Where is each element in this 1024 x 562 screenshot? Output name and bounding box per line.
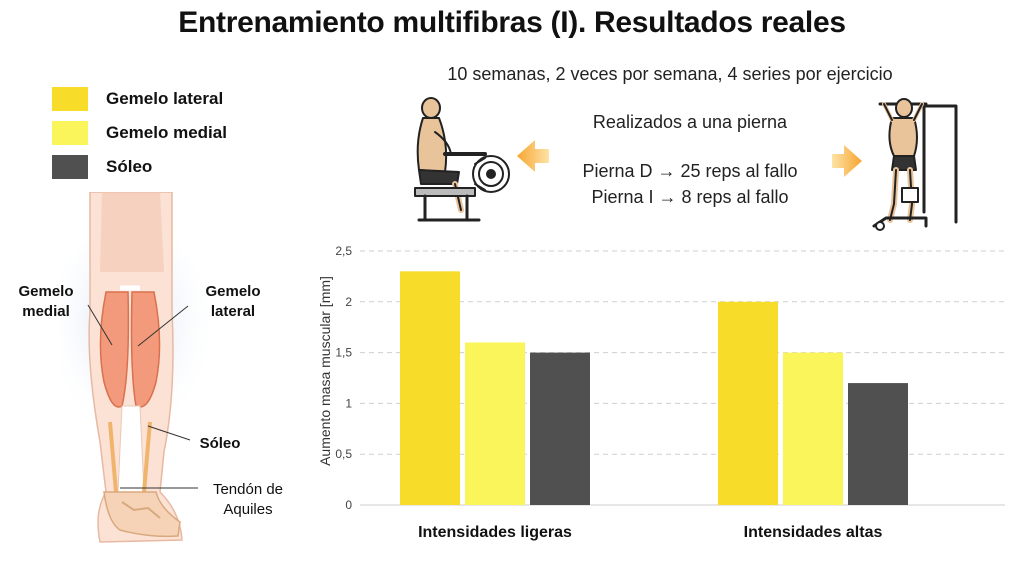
legend-label: Gemelo medial — [106, 123, 227, 142]
label-gemelo-medial: Gemelo medial — [18, 283, 74, 320]
y-tick-label: 2 — [345, 295, 352, 309]
y-tick-label: 0,5 — [335, 447, 352, 461]
legend-label: Gemelo lateral — [106, 89, 224, 108]
protocol-line-1: Realizados a una pierna — [592, 112, 788, 132]
calf-anatomy-illustration — [60, 192, 210, 543]
y-tick-label: 1,5 — [335, 346, 352, 360]
x-category-label: Intensidades ligeras — [418, 524, 572, 541]
legend-item-soleo: Sóleo — [52, 150, 227, 184]
leader-soleo — [147, 425, 191, 441]
seated-calf-raise-icon — [414, 97, 510, 222]
chart-subtitle: 10 semanas, 2 veces por semana, 4 series… — [447, 64, 893, 84]
label-soleo: Sóleo — [199, 435, 241, 452]
bar-s-leo-1 — [530, 352, 590, 505]
legend: Gemelo lateral Gemelo medial Sóleo — [52, 82, 227, 184]
y-axis-label: Aumento masa muscular [mm] — [317, 276, 333, 466]
bar-gemelo-medial-1 — [465, 342, 525, 505]
arrow-left-icon — [517, 140, 549, 172]
label-tendon-aquiles: Tendón de Aquiles — [212, 481, 284, 518]
standing-calf-raise-icon — [872, 98, 958, 231]
bar-gemelo-medial-2 — [783, 352, 843, 505]
legend-label: Sóleo — [106, 157, 153, 176]
bar-gemelo-lateral-2 — [718, 301, 778, 505]
legend-swatch — [52, 155, 88, 179]
arrow-right-icon — [832, 145, 862, 177]
leader-gemelo-medial — [87, 304, 113, 346]
legend-swatch — [52, 121, 88, 145]
y-tick-label: 0 — [345, 498, 352, 512]
label-gemelo-lateral: Gemelo lateral — [205, 283, 261, 320]
page-title: Entrenamiento multifibras (I). Resultado… — [178, 6, 846, 39]
protocol-line-2: Pierna D → 25 reps al fallo — [582, 161, 798, 181]
x-category-label: Intensidades altas — [744, 524, 883, 541]
leader-gemelo-lateral — [137, 305, 189, 347]
bar-chart: Aumento masa muscular [mm] 0 0,5 1 1,5 2 2,5 I… — [317, 244, 1005, 541]
bar-gemelo-lateral-1 — [400, 271, 460, 505]
legend-item-gemelo-lateral: Gemelo lateral — [52, 82, 227, 116]
y-tick-label: 1 — [345, 396, 352, 410]
legend-swatch — [52, 87, 88, 111]
legend-item-gemelo-medial: Gemelo medial — [52, 116, 227, 150]
protocol-line-3: Pierna I → 8 reps al fallo — [591, 187, 789, 207]
y-tick-label: 2,5 — [335, 244, 352, 258]
bar-s-leo-2 — [848, 383, 908, 505]
